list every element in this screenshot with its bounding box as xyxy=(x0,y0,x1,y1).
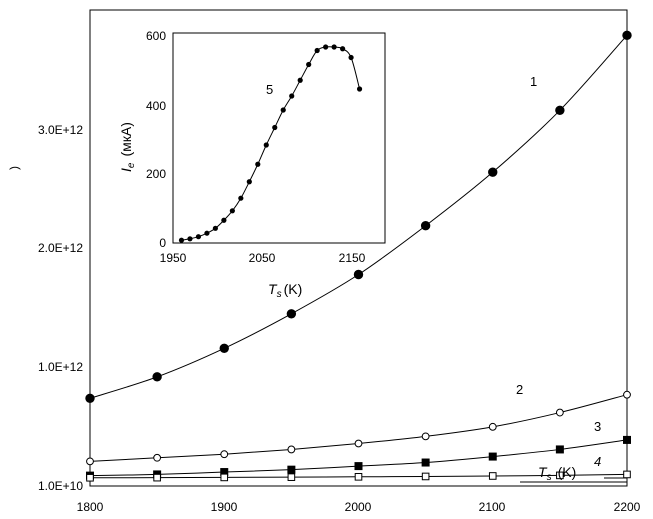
inset-series-5-point xyxy=(297,77,303,83)
inset-series-5-point xyxy=(212,225,218,231)
series-2-point xyxy=(153,453,162,462)
inset-series-5-point xyxy=(229,208,235,214)
series-2-point xyxy=(287,445,296,454)
main-embedded-axis-label: Ts (K) xyxy=(538,464,576,483)
inset-series-5-point xyxy=(246,179,252,185)
main-x-tick-label: 2200 xyxy=(614,500,641,514)
inset-series-5-point xyxy=(238,195,244,201)
inset-series-5-point xyxy=(340,46,346,52)
inset-series-5-point xyxy=(323,44,329,50)
series-1-point xyxy=(555,105,565,115)
inset-series-5-point xyxy=(356,86,363,92)
series-1-point xyxy=(622,30,632,41)
series-1-point xyxy=(152,372,162,382)
series-label-2: 2 xyxy=(516,382,523,397)
main-y-tick-label: 1.0E+12 xyxy=(38,360,83,374)
series-2-point xyxy=(488,422,497,431)
series-label-3: 3 xyxy=(594,419,601,434)
series-4-point xyxy=(488,472,497,480)
series-1-point xyxy=(420,221,431,231)
inset-x-tick-label: 1950 xyxy=(160,251,187,265)
inset-series-5-point xyxy=(204,230,210,236)
main-y-tick-label: 1.0E+10 xyxy=(38,479,83,493)
inset-y-tick-label: 200 xyxy=(146,167,166,181)
series-2-point xyxy=(354,439,363,448)
inset-series-5-point xyxy=(178,237,185,243)
inset-series-5-point xyxy=(255,161,261,167)
main-y-axis-label-fragment: ) xyxy=(7,166,21,170)
main-x-tick-label: 2000 xyxy=(345,500,372,514)
series-3-point xyxy=(287,465,296,474)
series-4-point xyxy=(623,470,631,479)
inset-series-5-point xyxy=(280,107,286,113)
series-2-point xyxy=(421,432,430,441)
series-2-point xyxy=(86,457,94,466)
series-4-point xyxy=(354,473,363,481)
main-y-tick-label: 2.0E+12 xyxy=(38,241,83,255)
inset-y-axis-label: Ie(мкА) xyxy=(118,122,137,172)
inset-y-tick-label: 600 xyxy=(146,29,166,43)
inset-series-group xyxy=(178,44,363,243)
inset-x-tick-label: 2150 xyxy=(339,251,366,265)
series-2-point xyxy=(623,390,631,399)
main-x-tick-label: 1800 xyxy=(77,500,104,514)
inset-series-5-point xyxy=(195,234,202,240)
inset-series-5-point xyxy=(331,44,337,50)
series-4-point xyxy=(86,473,94,482)
inset-series-5-point xyxy=(306,61,312,68)
series-2-point xyxy=(555,408,564,417)
inset-x-axis-label: Ts (K) xyxy=(268,281,302,300)
inset-series-5-point xyxy=(263,142,269,148)
series-1-point xyxy=(219,343,229,353)
inset-series-5-point xyxy=(314,47,320,54)
series-label-1: 1 xyxy=(530,74,537,89)
series-label-4: 4 xyxy=(594,454,601,469)
series-3-point xyxy=(623,435,631,444)
series-4-point xyxy=(287,473,296,481)
series-1-point xyxy=(85,393,95,403)
inset-series-5-point xyxy=(348,54,354,61)
inset-y-tick-label: 400 xyxy=(146,99,166,113)
series-4-point xyxy=(220,473,229,482)
series-3-point xyxy=(421,458,430,467)
inset-series-label-5: 5 xyxy=(266,82,273,97)
series-4-point xyxy=(421,472,430,481)
inset-x-tick-label: 2050 xyxy=(249,251,276,265)
series-1-line xyxy=(89,34,628,399)
inset-series-5-point xyxy=(221,217,227,223)
inset-series-5-point xyxy=(272,124,278,131)
series-3-point xyxy=(555,445,564,454)
inset-y-tick-label: 0 xyxy=(159,236,166,250)
inset-series-5-line xyxy=(181,46,361,241)
inset-series-5-point xyxy=(187,236,193,242)
series-4-point xyxy=(153,473,161,482)
inset-series-5-point xyxy=(289,93,295,99)
main-series-group xyxy=(85,30,632,482)
inset-plot-frame xyxy=(172,32,386,244)
series-1-point xyxy=(488,167,498,177)
main-y-tick-label: 3.0E+12 xyxy=(38,123,83,137)
series-1-point xyxy=(286,309,297,319)
main-plot-frame xyxy=(89,9,628,487)
series-3-point xyxy=(354,462,363,471)
series-3-point xyxy=(488,452,497,461)
main-x-tick-label: 1900 xyxy=(211,500,238,514)
series-2-point xyxy=(220,450,229,459)
main-x-tick-label: 2100 xyxy=(479,500,506,514)
series-4-point xyxy=(556,471,564,480)
series-1-point xyxy=(353,269,364,280)
